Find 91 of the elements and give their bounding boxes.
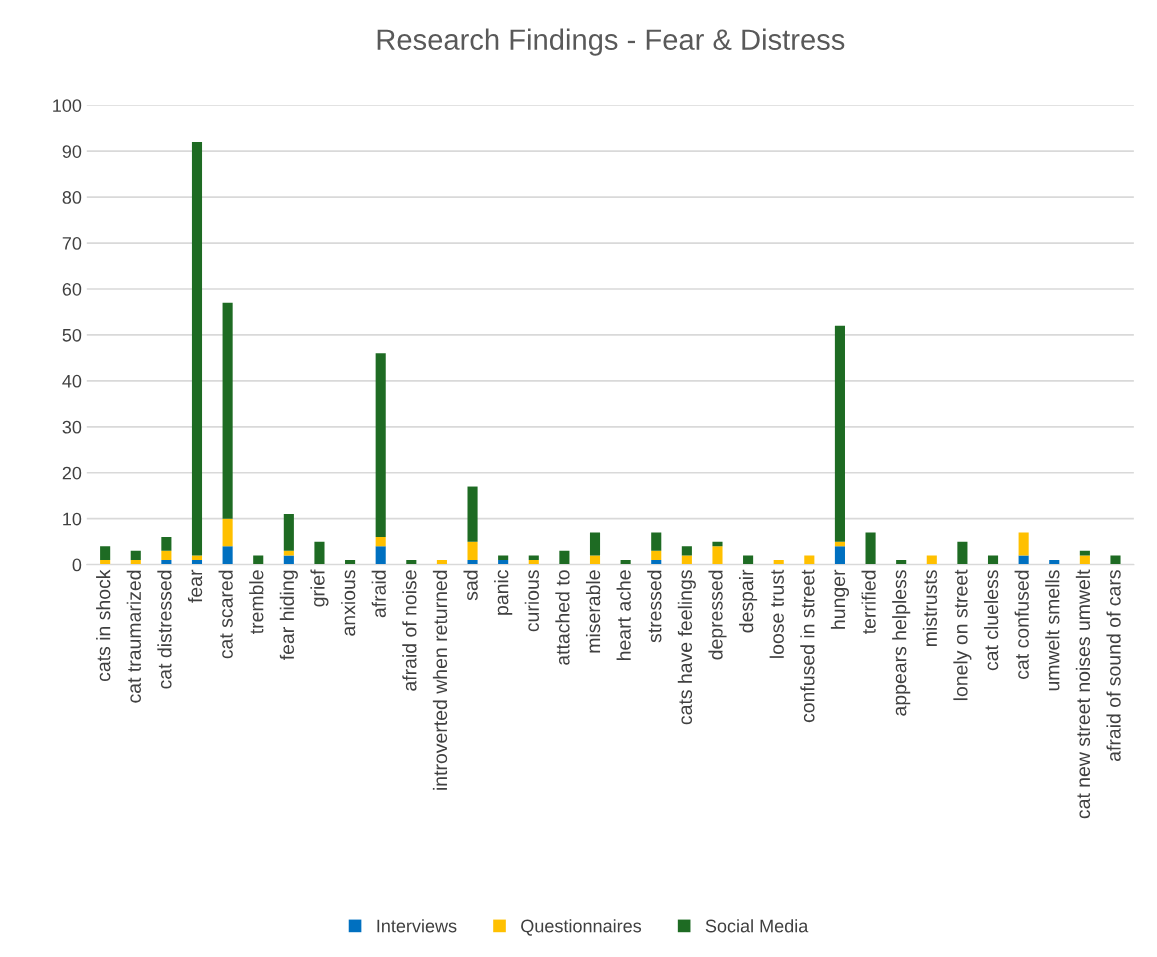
x-tick-label: sad [463, 570, 478, 601]
bar [651, 532, 662, 551]
bar [1018, 532, 1029, 556]
x-tick-label: anxious [341, 570, 356, 636]
x-tick-label: appears helpless [892, 570, 911, 716]
bar [743, 555, 754, 565]
x-tick-label: loose trust [769, 569, 784, 658]
x-tick-label: cats in shock [96, 569, 111, 682]
y-tick-label: 80 [62, 191, 82, 204]
x-tick-label: panic [494, 570, 513, 615]
bar [804, 555, 815, 565]
x-tick-label: terrified [861, 570, 876, 635]
bar [1018, 555, 1029, 565]
bar [957, 541, 968, 565]
bar [589, 555, 601, 565]
bar [375, 353, 386, 538]
bar [528, 555, 539, 561]
y-tick-label: 70 [62, 237, 82, 250]
bar [834, 546, 845, 565]
x-tick-label: confused in street [800, 569, 815, 723]
bar [467, 560, 478, 565]
bar [559, 550, 570, 565]
y-tick-label: 90 [62, 145, 82, 158]
bar [651, 550, 662, 561]
x-tick-label: depressed [708, 570, 727, 660]
bar [834, 325, 845, 542]
x-tick-label: introverted when returned [432, 570, 448, 790]
x-tick-label: cat confused [1014, 570, 1029, 679]
bar [283, 514, 294, 551]
x-tick-label: miserable [585, 570, 601, 653]
bar [191, 142, 203, 556]
x-tick-label: despair [739, 569, 758, 633]
y-tick-label: 50 [62, 328, 82, 342]
x-tick-label: cat distressed [157, 570, 172, 689]
x-tick-label: heart ache [616, 570, 631, 661]
x-tick-label: cat clueless [983, 570, 999, 671]
bar [1110, 555, 1121, 565]
x-tick-label: fear hiding [279, 570, 298, 661]
legend-label: Interviews [377, 919, 457, 933]
bar [283, 555, 294, 565]
bar [130, 550, 141, 561]
y-tick-label: 30 [62, 420, 82, 434]
x-tick-label: fear [187, 569, 203, 603]
bar [100, 546, 111, 561]
bar [1079, 555, 1090, 565]
bar [712, 546, 723, 565]
y-tick-label: 60 [62, 282, 82, 296]
bar [161, 550, 172, 561]
bar [987, 555, 999, 565]
bar [253, 555, 264, 565]
x-tick-label: cat traumarized [126, 570, 141, 703]
x-tick-label: hunger [830, 569, 849, 629]
y-tick-label: 20 [62, 466, 82, 480]
bar [498, 555, 509, 561]
y-tick-label: 40 [62, 374, 82, 388]
x-tick-label: curious [524, 570, 539, 632]
bar [375, 537, 386, 547]
y-tick-label: 10 [63, 512, 82, 526]
x-tick-label: grief [310, 569, 329, 607]
x-tick-label: afraid [371, 570, 386, 618]
bar [467, 486, 478, 542]
y-tick-label: 100 [53, 99, 82, 112]
x-tick-label: cat scared [218, 570, 233, 659]
bar [589, 532, 601, 556]
bar [681, 555, 692, 565]
x-tick-label: stressed [647, 570, 662, 643]
legend-label: Social Media [705, 919, 809, 933]
bar [191, 555, 203, 561]
chart-title: Research Findings - Fear & Distress [377, 28, 845, 56]
bar [865, 532, 876, 565]
bar [926, 555, 937, 565]
x-tick-label: attached to [555, 570, 570, 665]
x-tick-label: tremble [249, 570, 264, 635]
bar [314, 541, 325, 565]
bar [467, 541, 478, 561]
x-tick-label: umwelt smells [1045, 570, 1060, 691]
bar [375, 546, 386, 565]
bar [222, 546, 233, 565]
x-tick-label: cat new street noises umwelt [1075, 569, 1091, 819]
legend-label: Questionnaires [521, 919, 642, 936]
x-tick-label: cats have feelings [677, 570, 696, 725]
x-tick-label: afraid of noise [402, 570, 417, 691]
bar [222, 302, 233, 519]
bar [712, 541, 723, 547]
x-tick-label: mistrusts [922, 570, 938, 646]
bar [161, 537, 172, 551]
x-tick-label: afraid of sound of cars [1106, 570, 1121, 762]
y-tick-label: 0 [72, 558, 82, 572]
x-tick-label: lonely on street [953, 569, 972, 701]
bar [681, 546, 692, 556]
bar [222, 518, 233, 547]
